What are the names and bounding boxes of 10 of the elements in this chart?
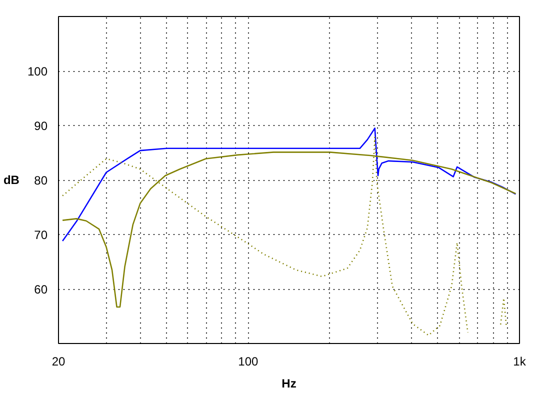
x-axis-title: Hz xyxy=(282,376,296,390)
x-tick-label: 100 xyxy=(238,354,258,368)
y-tick-label: 70 xyxy=(34,228,48,242)
y-tick-label: 60 xyxy=(34,282,48,296)
y-tick-label: 90 xyxy=(34,119,48,133)
x-tick-label: 1k xyxy=(513,354,527,368)
y-tick-label: 80 xyxy=(34,174,48,188)
y-tick-label: 100 xyxy=(27,64,48,78)
y-axis-title: dB xyxy=(3,173,20,187)
x-tick-label: 20 xyxy=(52,354,66,368)
